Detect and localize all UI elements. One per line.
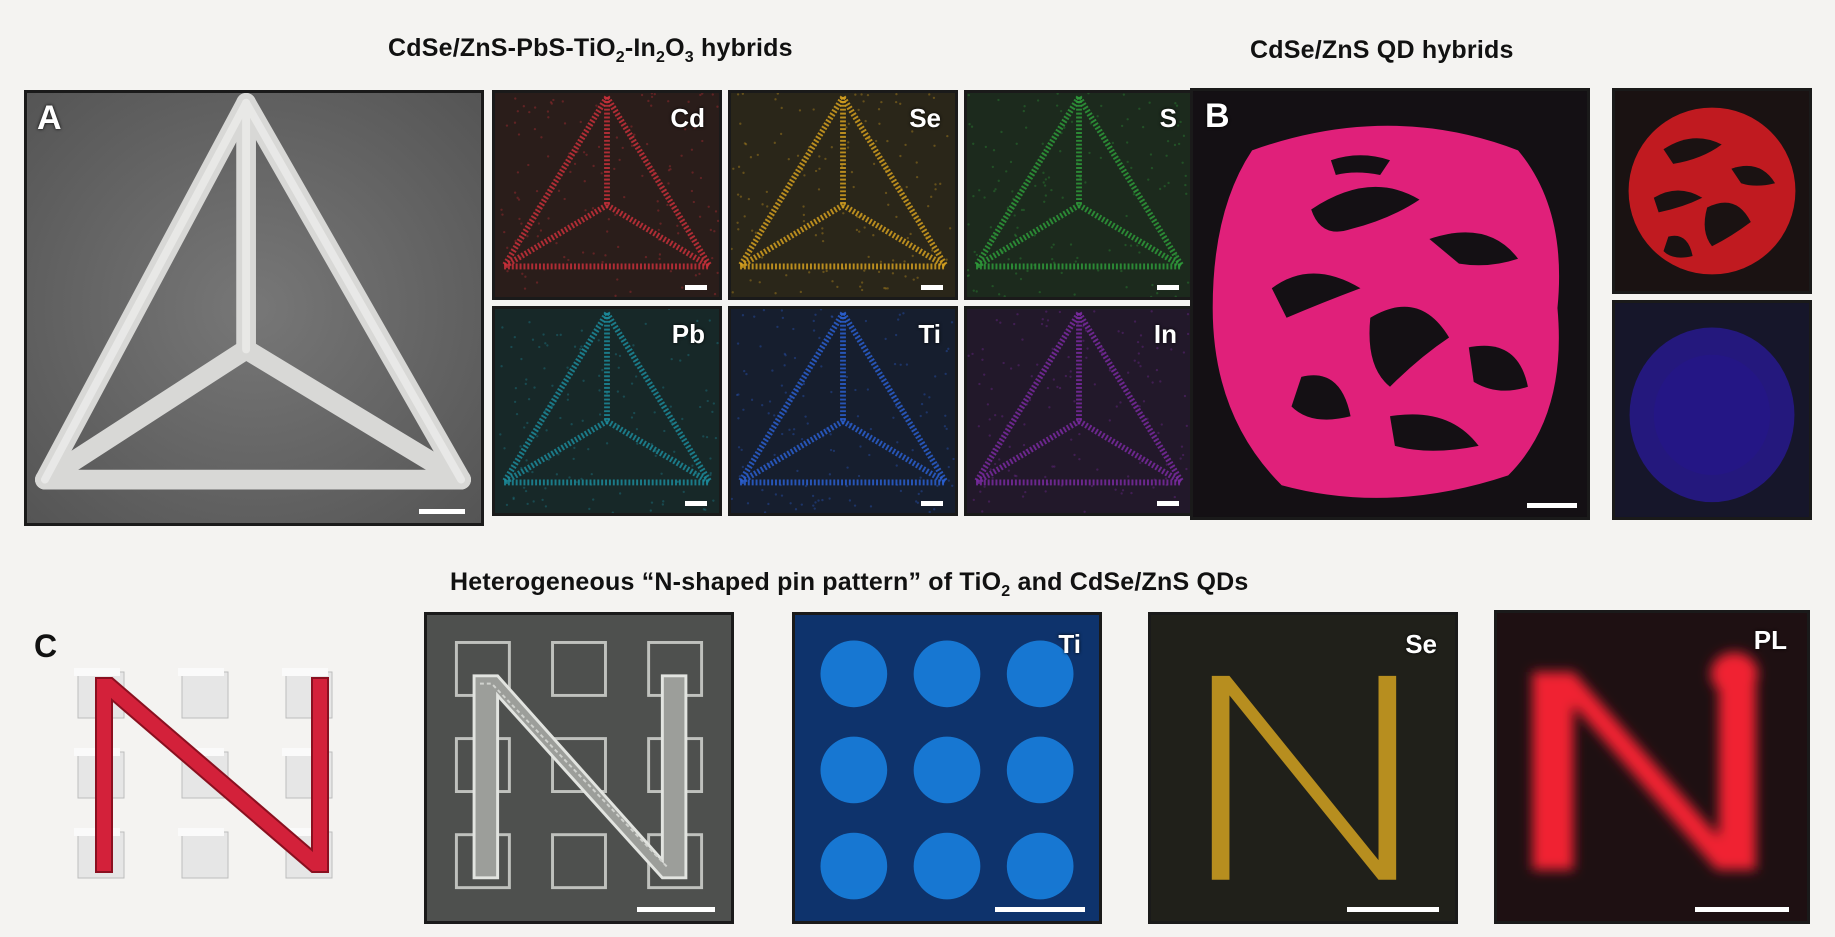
eds-map-label: Pb bbox=[671, 319, 705, 349]
panel-c-pl-image: PL bbox=[1494, 610, 1810, 924]
panel-c-sem-image bbox=[424, 612, 734, 924]
tetrahedron-figure bbox=[27, 93, 481, 523]
eds-map-figure bbox=[495, 93, 719, 297]
eds-map-figure bbox=[495, 309, 719, 513]
scale-bar bbox=[419, 509, 465, 514]
scale-bar bbox=[1527, 503, 1577, 508]
title-hybrids-b: CdSe/ZnS QD hybrids bbox=[1250, 36, 1514, 64]
eds-map-label: In bbox=[1153, 319, 1177, 349]
pl-image-figure bbox=[1497, 613, 1807, 921]
ti-map-figure bbox=[795, 615, 1099, 921]
scale-bar bbox=[637, 907, 715, 912]
scale-bar bbox=[1157, 285, 1179, 290]
title-hybrids-a: CdSe/ZnS-PbS-TiO2-In2O3 hybrids bbox=[388, 34, 793, 66]
scale-bar bbox=[921, 285, 943, 290]
panel-a-sem-image: A bbox=[24, 90, 484, 526]
title-pattern-c: Heterogeneous “N-shaped pin pattern” of … bbox=[450, 568, 1249, 600]
eds-map-se: Se bbox=[728, 90, 958, 300]
scale-bar bbox=[921, 501, 943, 506]
eds-map-cd: Cd bbox=[492, 90, 722, 300]
eds-map-label: S bbox=[1159, 103, 1177, 133]
scale-bar bbox=[995, 907, 1085, 912]
panel-b-blue-map bbox=[1612, 300, 1812, 520]
panel-label-b: B bbox=[1205, 97, 1230, 135]
eds-map-label: Cd bbox=[670, 103, 705, 133]
scale-bar bbox=[1157, 501, 1179, 506]
eds-map-figure bbox=[967, 309, 1191, 513]
eds-map-ti: Ti bbox=[728, 306, 958, 516]
eds-map-label: Ti bbox=[918, 319, 941, 349]
n-schematic-figure bbox=[74, 668, 333, 879]
panel-b-pl-image: B bbox=[1190, 88, 1590, 520]
panel-c-se-map: Se bbox=[1148, 612, 1458, 924]
scale-bar bbox=[685, 285, 707, 290]
se-map-figure bbox=[1151, 615, 1455, 921]
eds-map-label: Se bbox=[909, 103, 941, 133]
scale-bar bbox=[685, 501, 707, 506]
eds-map-figure bbox=[731, 93, 955, 297]
panel-c-ti-map: Ti bbox=[792, 612, 1102, 924]
se-map-label: Se bbox=[1405, 629, 1437, 659]
qd-pattern-blue bbox=[1615, 303, 1809, 517]
qd-pattern-magenta bbox=[1193, 91, 1587, 517]
panel-label-c: C bbox=[34, 628, 58, 664]
panel-b-red-map bbox=[1612, 88, 1812, 294]
qd-pattern-red bbox=[1615, 91, 1809, 291]
eds-map-figure bbox=[967, 93, 1191, 297]
eds-map-figure bbox=[731, 309, 955, 513]
eds-map-s: S bbox=[964, 90, 1194, 300]
eds-map-pb: Pb bbox=[492, 306, 722, 516]
panel-label-a: A bbox=[37, 99, 62, 137]
n-sem-figure bbox=[427, 615, 731, 921]
panel-c-schematic bbox=[60, 650, 360, 900]
scale-bar bbox=[1347, 907, 1439, 912]
pl-image-label: PL bbox=[1753, 625, 1787, 655]
scale-bar bbox=[1695, 907, 1789, 912]
eds-map-in: In bbox=[964, 306, 1194, 516]
ti-map-label: Ti bbox=[1058, 629, 1081, 659]
